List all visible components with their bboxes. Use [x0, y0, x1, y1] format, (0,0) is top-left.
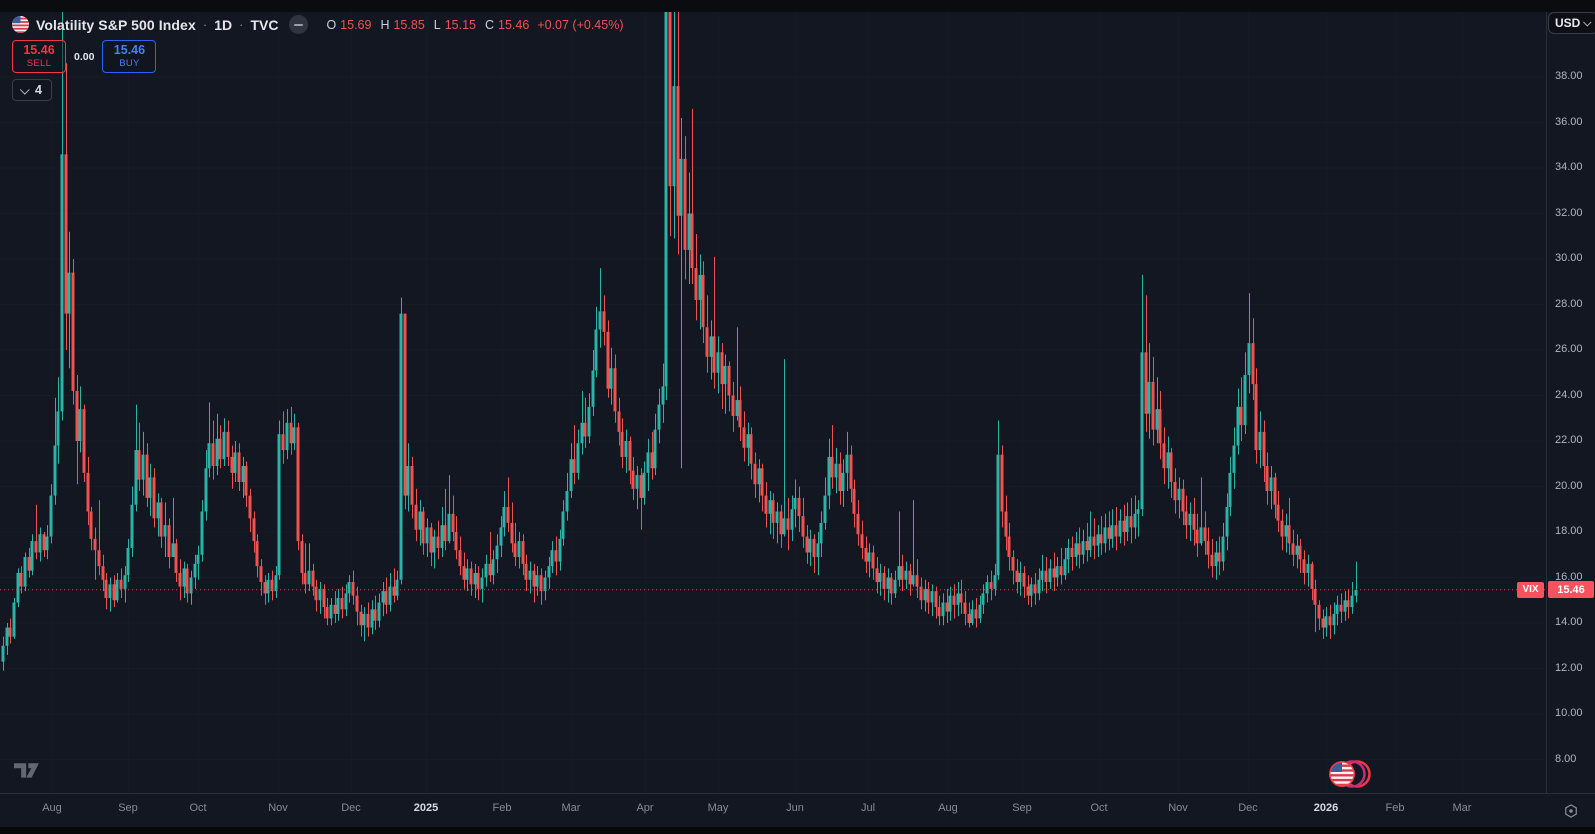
time-tick: 2025 [413, 802, 439, 814]
close-value: 15.46 [498, 17, 530, 32]
time-tick: Jun [786, 802, 804, 814]
price-tick: 26.00 [1555, 343, 1583, 355]
candlestick-canvas[interactable] [0, 0, 1546, 793]
price-tick: 12.00 [1555, 661, 1583, 674]
time-tick: Mar [561, 802, 581, 814]
high-label: H [380, 17, 390, 32]
sell-label: SELL [26, 58, 52, 69]
open-value: 15.69 [340, 17, 372, 32]
price-tick: 24.00 [1555, 388, 1583, 401]
separator: · [239, 17, 244, 32]
symbol-legend: Volatility S&P 500 Index · 1D · TVC O 15.… [12, 15, 623, 34]
time-scale[interactable]: Aug Sep Oct Nov Dec 2025 Feb Mar Apr May Jun Jul Aug… [0, 793, 1546, 828]
time-tick: Oct [1090, 802, 1108, 814]
ohlc-readout: O 15.69 H 15.85 L 15.15 C 15.46 +0.07 (+0.45… [321, 18, 623, 32]
buy-price: 15.46 [113, 43, 146, 57]
price-line-symbol-badge: VIX [1517, 581, 1544, 598]
sell-price: 15.46 [23, 43, 55, 57]
price-tick: 28.00 [1555, 297, 1583, 310]
currency-label: USD [1555, 16, 1581, 30]
time-tick: Aug [42, 802, 62, 814]
window-top-edge [0, 0, 1595, 12]
separator: · [202, 17, 208, 32]
time-tick: May [707, 802, 729, 814]
window-bottom-edge [0, 827, 1595, 834]
price-tick: 34.00 [1555, 161, 1583, 173]
price-tick: 36.00 [1555, 115, 1583, 128]
spread-value: 0.00 [74, 50, 95, 63]
price-tick: 10.00 [1555, 707, 1583, 719]
exchange-label[interactable]: TVC [250, 16, 279, 33]
timeframe-label[interactable]: 1D [214, 16, 233, 33]
close-label: C [485, 17, 495, 32]
price-scale[interactable]: USD 15.46 38.00 36.00 34.00 32.00 30.00 28.00… [1546, 0, 1595, 793]
currency-chip[interactable]: USD [1548, 12, 1595, 34]
time-tick: Nov [1168, 802, 1188, 814]
chevron-down-icon [19, 84, 30, 95]
symbol-title[interactable]: Volatility S&P 500 Index [36, 16, 196, 33]
last-bar-symbol-marker [1329, 760, 1371, 788]
chevron-down-icon [1583, 18, 1592, 27]
time-tick: Feb [1385, 802, 1405, 814]
time-tick: Feb [492, 802, 512, 814]
chart-plot-area[interactable]: Volatility S&P 500 Index · 1D · TVC O 15.… [0, 0, 1546, 793]
time-tick: Apr [636, 802, 654, 814]
open-label: O [326, 17, 337, 32]
time-tick: 2026 [1313, 802, 1339, 814]
scale-settings-corner[interactable] [1546, 793, 1595, 828]
gear-icon [1564, 804, 1577, 818]
time-tick: Sep [118, 802, 138, 814]
time-tick: Dec [341, 802, 361, 814]
time-tick: Nov [268, 802, 288, 814]
change-value: +0.07 (+0.45%) [537, 17, 624, 32]
price-tick: 18.00 [1555, 525, 1583, 537]
object-count: 4 [35, 83, 42, 97]
price-tick: 16.00 [1555, 570, 1583, 583]
price-tick: 30.00 [1555, 252, 1583, 264]
tradingview-logo[interactable] [14, 761, 46, 781]
object-tree-chip[interactable]: 4 [12, 79, 52, 101]
price-tick: 38.00 [1555, 70, 1583, 82]
low-value: 15.15 [444, 17, 476, 32]
price-tick: 20.00 [1555, 479, 1583, 492]
buy-button[interactable]: 15.46 BUY [102, 40, 157, 73]
time-tick: Jul [860, 802, 876, 814]
trade-panel: 15.46 SELL 0.00 15.46 BUY [12, 40, 157, 73]
low-label: L [433, 17, 441, 32]
last-price-badge: 15.46 [1548, 581, 1594, 599]
sell-button[interactable]: 15.46 SELL [12, 40, 66, 73]
price-tick: 22.00 [1555, 434, 1583, 446]
time-tick: Dec [1238, 802, 1258, 814]
price-tick: 8.00 [1555, 752, 1577, 765]
price-tick: 14.00 [1555, 616, 1583, 628]
price-tick: 32.00 [1555, 206, 1583, 219]
buy-label: BUY [119, 58, 140, 69]
time-tick: Sep [1012, 802, 1032, 814]
high-value: 15.85 [393, 17, 425, 32]
market-status-icon[interactable] [289, 15, 309, 34]
us-flag-icon [12, 16, 29, 33]
time-tick: Mar [1452, 802, 1472, 814]
time-tick: Aug [938, 802, 958, 814]
time-tick: Oct [189, 802, 207, 814]
